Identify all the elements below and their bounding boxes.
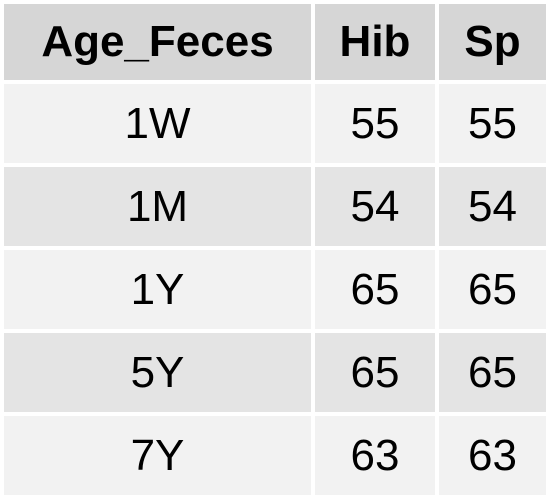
- table-row: 1Y 65 65: [4, 250, 546, 329]
- cell-sp: 65: [439, 250, 546, 329]
- table-row: 5Y 65 65: [4, 333, 546, 412]
- table-row: 1W 55 55: [4, 84, 546, 163]
- column-header-sp: Sp: [439, 4, 546, 80]
- cell-sp: 65: [439, 333, 546, 412]
- cell-hib: 65: [315, 333, 435, 412]
- cell-age-feces: 5Y: [4, 333, 311, 412]
- cell-age-feces: 7Y: [4, 416, 311, 495]
- cell-age-feces: 1W: [4, 84, 311, 163]
- cell-age-feces: 1M: [4, 167, 311, 246]
- cell-hib: 63: [315, 416, 435, 495]
- cell-hib: 65: [315, 250, 435, 329]
- cell-sp: 63: [439, 416, 546, 495]
- column-header-hib: Hib: [315, 4, 435, 80]
- column-header-age-feces: Age_Feces: [4, 4, 311, 80]
- table-row: 1M 54 54: [4, 167, 546, 246]
- cell-hib: 55: [315, 84, 435, 163]
- cell-hib: 54: [315, 167, 435, 246]
- header-row: Age_Feces Hib Sp: [4, 4, 546, 80]
- cell-sp: 54: [439, 167, 546, 246]
- table-row: 7Y 63 63: [4, 416, 546, 495]
- cell-sp: 55: [439, 84, 546, 163]
- cell-age-feces: 1Y: [4, 250, 311, 329]
